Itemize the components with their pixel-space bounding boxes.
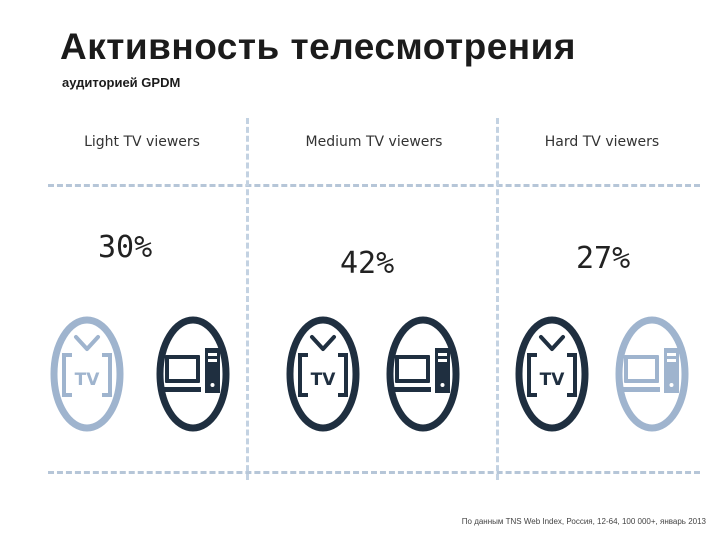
source-note: По данным TNS Web Index, Россия, 12-64, …: [461, 517, 706, 526]
tv-icon: TV: [50, 316, 124, 432]
svg-text:TV: TV: [75, 370, 101, 390]
svg-text:TV: TV: [311, 370, 337, 390]
tv-icon: TV: [515, 316, 589, 432]
col-label-medium: Medium TV viewers: [305, 134, 443, 150]
svg-text:TV: TV: [540, 370, 566, 390]
computer-icon: [156, 316, 230, 432]
col-label-light: Light TV viewers: [84, 134, 200, 150]
page-title: Активность телесмотрения: [60, 26, 576, 67]
divider-vertical-1: [246, 118, 249, 480]
percent-light: 30%: [98, 230, 153, 265]
percent-medium: 42%: [340, 246, 395, 281]
percent-hard: 27%: [576, 241, 631, 276]
page-subtitle: аудиторией GPDM: [62, 75, 181, 90]
divider-vertical-2: [496, 118, 499, 480]
col-label-hard: Hard TV viewers: [544, 134, 660, 150]
tv-icon: TV: [286, 316, 360, 432]
divider-bottom: [48, 471, 700, 474]
divider-top: [48, 184, 700, 187]
computer-icon: [615, 316, 689, 432]
computer-icon: [386, 316, 460, 432]
